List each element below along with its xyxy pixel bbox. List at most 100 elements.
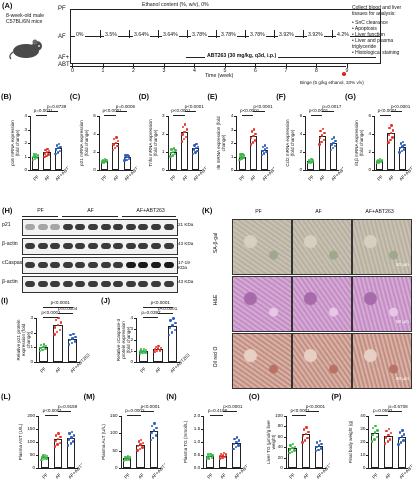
data-point (371, 433, 374, 437)
wb-group-label: PF (37, 208, 44, 214)
y-axis (38, 416, 39, 468)
data-point (34, 155, 37, 158)
group-label-abt: AF+ ABT (58, 55, 70, 68)
data-point (127, 157, 130, 161)
data-bar (53, 325, 63, 362)
x-tick-label: AF (384, 472, 393, 480)
data-point (100, 162, 103, 165)
y-tick-label: 0 (24, 167, 27, 172)
sig-bracket (242, 115, 254, 116)
y-tick (283, 436, 286, 438)
panel-letter: (G) (345, 92, 356, 101)
panel-letter: (F) (276, 92, 286, 101)
data-point (253, 139, 257, 142)
ethanol-step: 3.78% (249, 32, 266, 39)
data-point (211, 454, 214, 457)
y-axis-label: Final body weight (g) (348, 420, 354, 464)
y-tick (372, 116, 374, 117)
data-point (142, 349, 145, 353)
data-point (398, 151, 401, 154)
y-tick-label: 200 (27, 413, 35, 418)
data-point (154, 348, 157, 351)
data-point (306, 437, 309, 440)
y-tick-label: 0.5 (193, 452, 201, 457)
data-point (101, 160, 104, 163)
y-tick (134, 329, 136, 330)
y-tick (201, 468, 204, 469)
y-axis (305, 116, 306, 170)
ethanol-step: 3.92% (278, 32, 295, 39)
y-tick (28, 116, 30, 117)
y-tick (165, 134, 168, 135)
histology-image (232, 333, 292, 389)
time-tick (133, 64, 134, 68)
data-point (380, 160, 383, 164)
data-point (223, 455, 227, 459)
y-tick (96, 152, 99, 153)
data-point (59, 436, 62, 439)
data-point (154, 434, 157, 437)
x-axis (305, 170, 340, 171)
data-point (70, 436, 73, 439)
time-tick (316, 64, 317, 68)
p-value: p<0.0001 (102, 108, 122, 113)
y-tick (234, 129, 237, 131)
data-point (38, 349, 42, 353)
ethanol-step: 3.64% (133, 32, 150, 39)
data-point (45, 457, 48, 460)
data-point (261, 145, 265, 149)
wb-row-label: β-actin (2, 241, 18, 247)
data-point (56, 151, 59, 154)
y-tick (372, 170, 374, 171)
data-point (250, 130, 253, 133)
wb-band (125, 223, 136, 230)
data-point (44, 347, 47, 351)
y-tick-label: 4 (368, 131, 371, 136)
y-tick (283, 426, 286, 427)
data-point (387, 434, 390, 437)
y-tick (201, 416, 204, 417)
time-tick (224, 64, 226, 68)
data-point (376, 158, 380, 161)
sig-bracket (143, 317, 158, 318)
data-point (70, 341, 74, 345)
y-axis (167, 116, 169, 170)
data-point (401, 145, 404, 148)
data-point (308, 158, 311, 161)
data-point (141, 351, 144, 355)
data-point (174, 149, 177, 152)
y-tick (165, 170, 168, 171)
y-tick-label: 2 (162, 131, 165, 136)
y-tick-label: 0 (32, 465, 35, 470)
data-bar (232, 442, 241, 468)
histo-row-label: H&E (213, 294, 219, 306)
x-tick-label: AF (43, 174, 51, 182)
wb-band (25, 223, 35, 230)
x-tick-label: AF (136, 472, 145, 480)
data-point (103, 157, 107, 161)
time-axis-line (70, 66, 346, 67)
y-tick (372, 152, 374, 153)
y-tick (28, 170, 30, 171)
data-point (318, 136, 322, 139)
data-point (398, 431, 402, 434)
y-tick-label: 2 (368, 149, 371, 154)
data-point (36, 154, 39, 157)
data-point (168, 333, 171, 336)
time-label: Time (week) (205, 73, 234, 79)
wb-band (138, 223, 149, 230)
data-point (379, 157, 382, 161)
data-point (156, 347, 160, 350)
data-point (376, 429, 379, 432)
data-point (305, 426, 308, 429)
chart-panel-b: (B) p16 mRNA expression (fold change) 0 1 2 3… (0, 92, 68, 204)
data-point (250, 136, 253, 140)
wb-band (62, 223, 73, 230)
data-point (388, 126, 391, 130)
p-value: p<0.0001 (184, 104, 204, 109)
y-tick (366, 429, 369, 430)
data-point (235, 436, 239, 439)
y-axis (120, 416, 122, 468)
y-axis-label: Plasma TG (mmol/L) (183, 420, 189, 464)
data-point (69, 442, 72, 445)
